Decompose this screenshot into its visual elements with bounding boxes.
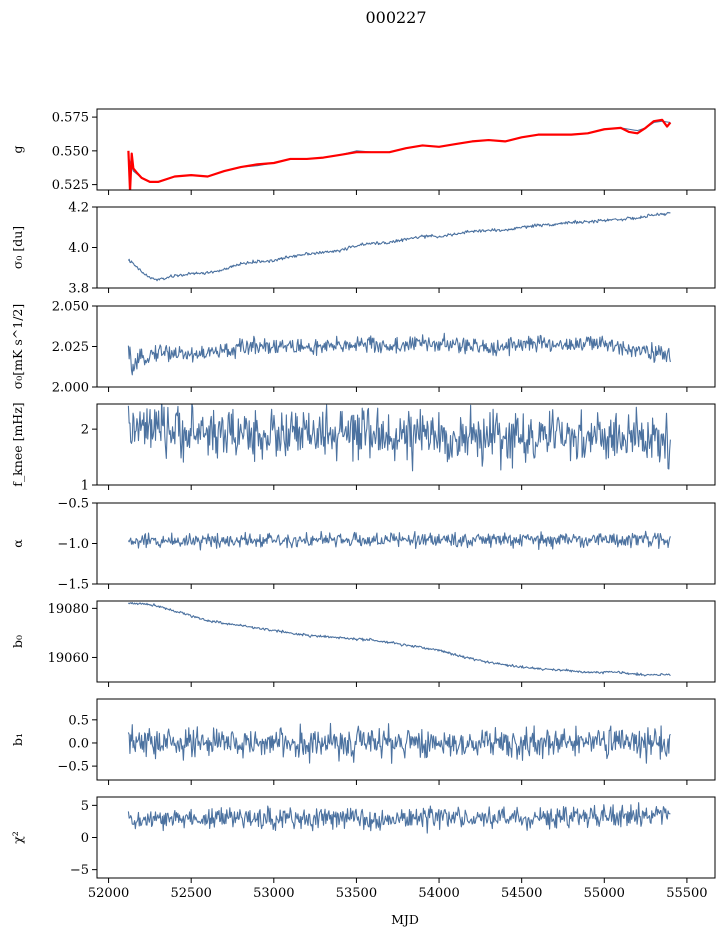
axes-frame (96, 108, 716, 191)
axes-frame (96, 698, 716, 781)
y-axis-label: b₀ (10, 635, 25, 648)
panel-3: 2.000 2.025 2.050 σ₀[mK s^1/2] (10, 300, 716, 396)
y-axis-label: σ₀ [du] (10, 226, 25, 269)
series-line (127, 332, 671, 376)
axes-frame (96, 600, 716, 683)
panel-5: −1.5 −1.0 −0.5 α (10, 497, 716, 593)
series-line (127, 404, 671, 472)
axes-frame (96, 206, 716, 289)
y-tick-label: 0.525 (52, 178, 89, 193)
y-axis-label: σ₀[mK s^1/2] (10, 304, 25, 389)
y-tick-label: 19060 (48, 651, 89, 666)
x-tick-label: 53500 (336, 886, 377, 901)
y-tick-label: 2 (81, 423, 89, 438)
panel-1: 0.525 0.550 0.575 g (10, 108, 716, 195)
y-tick-label: 4.2 (68, 201, 89, 216)
axes-frame (96, 403, 716, 486)
x-tick-label: 52000 (88, 886, 129, 901)
x-axis-label: MJD (391, 912, 419, 927)
panel-6: 19060 19080 b₀ (10, 600, 716, 687)
y-axis-label: f_knee [mHz] (10, 402, 25, 486)
y-tick-label: 2.050 (52, 300, 89, 315)
y-axis-label: α (10, 539, 25, 548)
axes-frame (96, 502, 716, 585)
series-line (127, 211, 671, 282)
figure-title: 000227 (365, 8, 426, 27)
x-tick-label: 54500 (501, 886, 542, 901)
y-tick-label: 5 (81, 799, 89, 814)
x-tick-label: 53000 (253, 886, 294, 901)
y-tick-label: −0.5 (57, 497, 89, 512)
y-tick-label: −5 (70, 863, 89, 878)
panel-4: 1 2 f_knee [mHz] (10, 402, 716, 494)
series-line (127, 530, 671, 551)
y-tick-label: 2.025 (52, 340, 89, 355)
panel-2: 3.8 4.0 4.2 σ₀ [du] (10, 201, 716, 297)
y-tick-label: 4.0 (68, 241, 89, 256)
series-line (127, 802, 671, 834)
x-tick-label: 54000 (418, 886, 459, 901)
x-tick-label: 52500 (171, 886, 212, 901)
y-tick-label: −1.5 (57, 578, 89, 593)
y-axis-label: g (10, 145, 25, 153)
y-tick-label: 0.0 (68, 736, 89, 751)
series-line (127, 722, 671, 764)
series-line (127, 120, 671, 183)
y-axis-label: χ² (10, 831, 25, 844)
y-tick-label: −0.5 (57, 760, 89, 775)
panel-8: 52000 52500 53000 53500 54000 54500 55000 55500… (10, 796, 716, 901)
x-tick-label: 55000 (584, 886, 625, 901)
y-tick-label: 0.5 (68, 713, 89, 728)
y-tick-label: 3.8 (68, 282, 89, 297)
x-tick-label: 55500 (666, 886, 707, 901)
y-tick-label: −1.0 (57, 537, 89, 552)
series-line (127, 118, 672, 190)
y-tick-label: 1 (81, 479, 89, 494)
y-tick-label: 19080 (48, 602, 89, 617)
series-line (127, 602, 671, 677)
y-tick-label: 0 (81, 831, 89, 846)
y-tick-label: 0.550 (52, 144, 89, 159)
y-tick-label: 2.000 (52, 381, 89, 396)
panel-7: −0.5 0.0 0.5 b₁ (10, 698, 716, 785)
y-axis-label: b₁ (10, 733, 25, 746)
y-tick-label: 0.575 (52, 111, 89, 126)
axes-frame (96, 305, 716, 388)
